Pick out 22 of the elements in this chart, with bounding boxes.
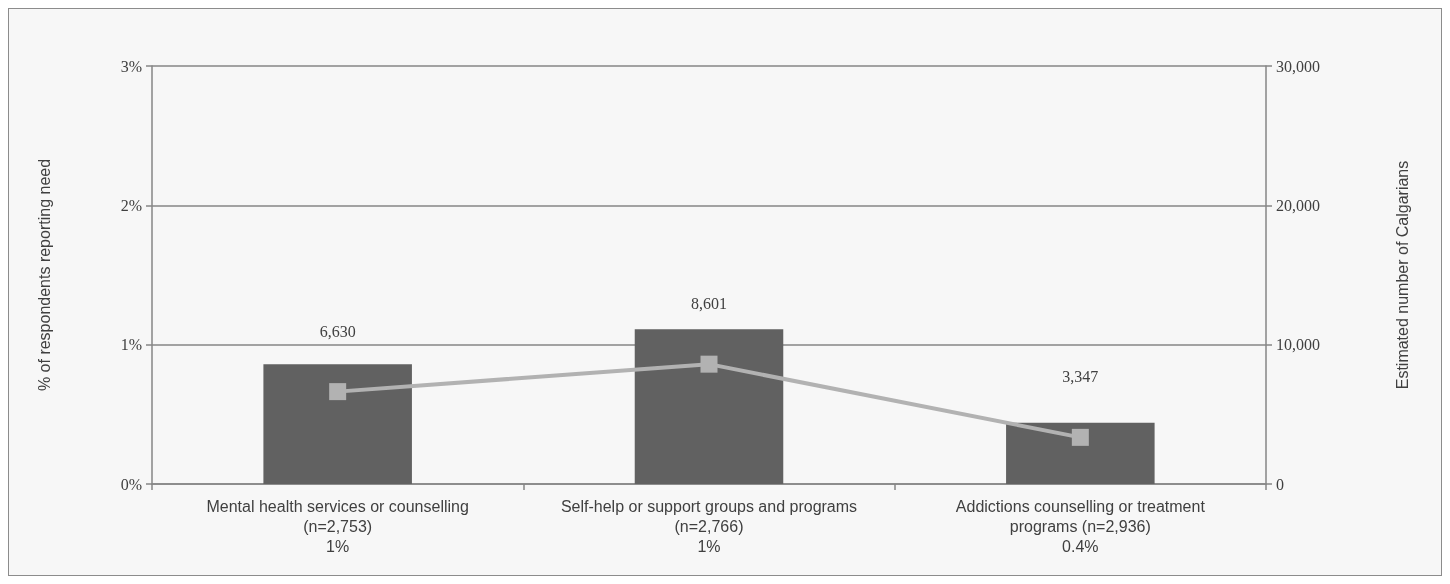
y-tick-label: 1% bbox=[120, 336, 142, 354]
y2-tick-label: 0 bbox=[1276, 475, 1284, 493]
y2-tick-label: 30,000 bbox=[1276, 57, 1320, 75]
point bbox=[1071, 428, 1089, 446]
y-tick-label: 3% bbox=[120, 57, 142, 75]
y2-tick-label: 20,000 bbox=[1276, 196, 1320, 214]
bar bbox=[263, 364, 412, 484]
x-tick-label: Self-help or support groups and programs (n=2,766) 1% bbox=[560, 497, 858, 555]
y-tick-label: 2% bbox=[120, 196, 142, 214]
point bbox=[700, 355, 718, 373]
y2-tick-label: 10,000 bbox=[1276, 336, 1320, 354]
bar bbox=[1006, 422, 1155, 484]
x-tick-label: Addictions counselling or treatment programs (n=2,936) 0.4% bbox=[955, 497, 1206, 555]
y2-axis-title: Estimated number of Calgarians bbox=[1393, 160, 1411, 390]
data-label: 3,347 bbox=[1062, 368, 1099, 386]
x-tick-label: Mental health services or counselling (n=2,753) 1% bbox=[206, 497, 469, 555]
bar bbox=[634, 329, 784, 484]
point bbox=[329, 383, 347, 401]
data-label: 6,630 bbox=[319, 322, 356, 340]
y-axis-title: % of respondents reporting need bbox=[35, 158, 53, 392]
data-label: 8,601 bbox=[691, 295, 727, 313]
y-tick-label: 0% bbox=[120, 475, 142, 493]
